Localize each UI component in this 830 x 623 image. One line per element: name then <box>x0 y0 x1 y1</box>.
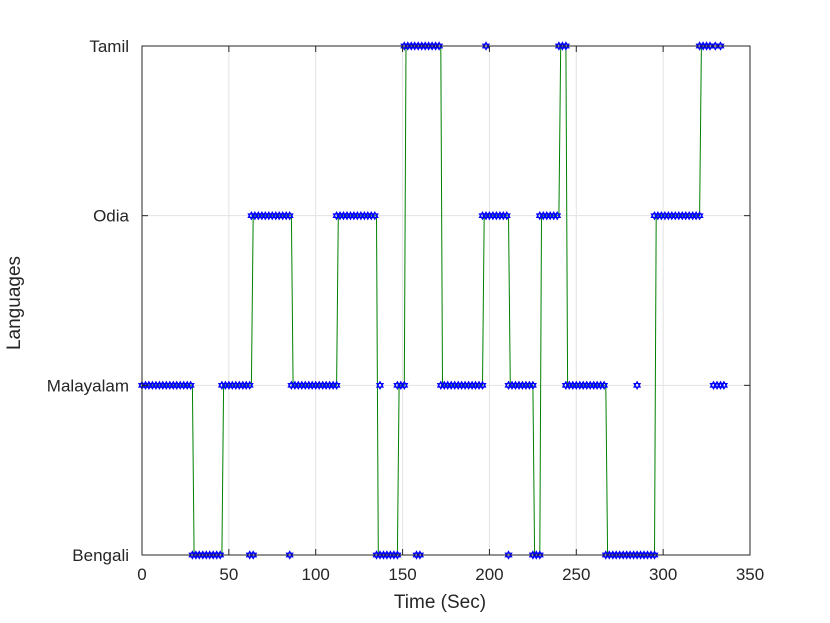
data-point-marker <box>719 380 729 390</box>
x-tick-label: 250 <box>562 565 590 584</box>
data-point-marker <box>633 380 642 391</box>
data-point-marker <box>216 550 225 560</box>
data-point-marker <box>528 380 537 390</box>
x-tick-label: 150 <box>388 565 416 584</box>
data-point-marker <box>504 550 513 560</box>
data-point-marker <box>393 550 402 560</box>
data-point-marker <box>415 550 425 560</box>
language-markers <box>137 41 729 560</box>
y-tick-label: Odia <box>93 207 129 226</box>
data-point-marker <box>711 41 720 51</box>
x-axis-label: Time (Sec) <box>394 592 486 613</box>
data-point-marker <box>561 41 570 51</box>
data-point-marker <box>650 550 659 560</box>
x-tick-label: 200 <box>475 565 503 584</box>
data-point-marker <box>478 380 487 391</box>
data-point-marker <box>535 550 544 560</box>
plot-area <box>142 46 750 555</box>
data-point-marker <box>705 41 715 51</box>
x-tick-label: 350 <box>736 565 764 584</box>
data-point-marker <box>716 41 725 51</box>
data-point-marker <box>375 380 385 391</box>
data-point-marker <box>400 380 409 391</box>
data-point-marker <box>481 41 491 51</box>
plot-frame <box>141 45 751 556</box>
axis-ticks: 0 50 100 150 200 250 300 350 Bengali Malayalam Odi… <box>47 37 764 584</box>
data-point-marker <box>249 550 258 560</box>
y-tick-label: Bengali <box>72 546 129 565</box>
data-point-marker <box>245 380 254 391</box>
data-point-marker <box>502 210 511 221</box>
data-point-marker <box>285 550 294 560</box>
y-tick-label: Tamil <box>89 37 129 56</box>
y-tick-label: Malayalam <box>47 376 129 395</box>
data-point-marker <box>370 210 379 221</box>
data-point-marker <box>553 210 562 221</box>
x-tick-label: 100 <box>302 565 330 584</box>
data-point-marker <box>186 380 195 390</box>
data-point-marker <box>332 380 341 390</box>
x-tick-label: 50 <box>219 565 238 584</box>
x-tick-label: 300 <box>649 565 677 584</box>
data-point-marker <box>434 41 444 51</box>
y-axis-label: Languages <box>4 256 25 350</box>
data-point-marker <box>285 211 294 221</box>
data-point-marker <box>600 380 609 391</box>
x-tick-label: 0 <box>137 565 146 584</box>
data-point-marker <box>695 210 704 221</box>
